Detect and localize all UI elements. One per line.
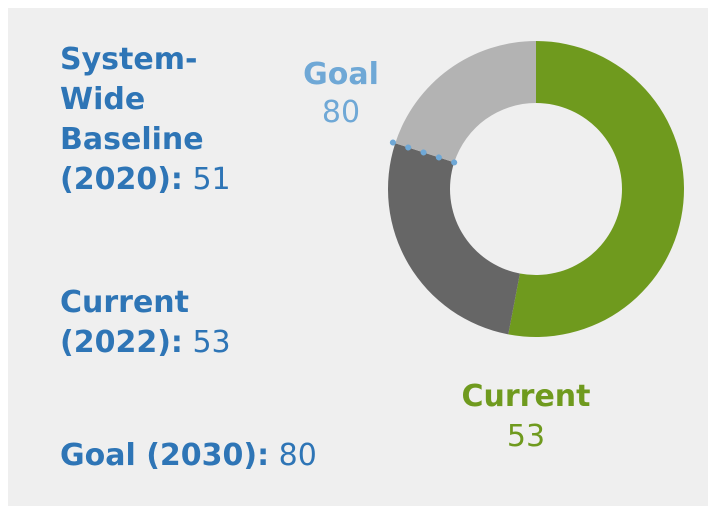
donut-slice-0 xyxy=(508,41,685,337)
goal-annotation-label: Goal xyxy=(303,57,379,92)
current-annotation-value: 53 xyxy=(506,419,546,454)
donut-slice-1 xyxy=(387,143,520,335)
current-annotation: Current 53 xyxy=(446,377,606,457)
baseline-value: 51 xyxy=(192,162,231,197)
current-label: Current (2022): xyxy=(60,285,190,360)
current-value: 53 xyxy=(192,325,231,360)
goal-annotation: Goal 80 xyxy=(296,56,386,132)
goal-stat: Goal (2030): 80 xyxy=(60,436,390,476)
goal-annotation-value: 80 xyxy=(321,95,361,130)
baseline-label: System-Wide Baseline (2020): xyxy=(60,42,204,197)
donut-slice-2 xyxy=(395,41,536,163)
baseline-stat: System-Wide Baseline (2020): 51 xyxy=(60,40,260,200)
goal-value: 80 xyxy=(278,438,317,473)
goal-label: Goal (2030): xyxy=(60,438,270,473)
current-stat: Current (2022): 53 xyxy=(60,283,280,363)
current-annotation-label: Current xyxy=(461,379,591,414)
goal-marker-line xyxy=(384,137,458,166)
